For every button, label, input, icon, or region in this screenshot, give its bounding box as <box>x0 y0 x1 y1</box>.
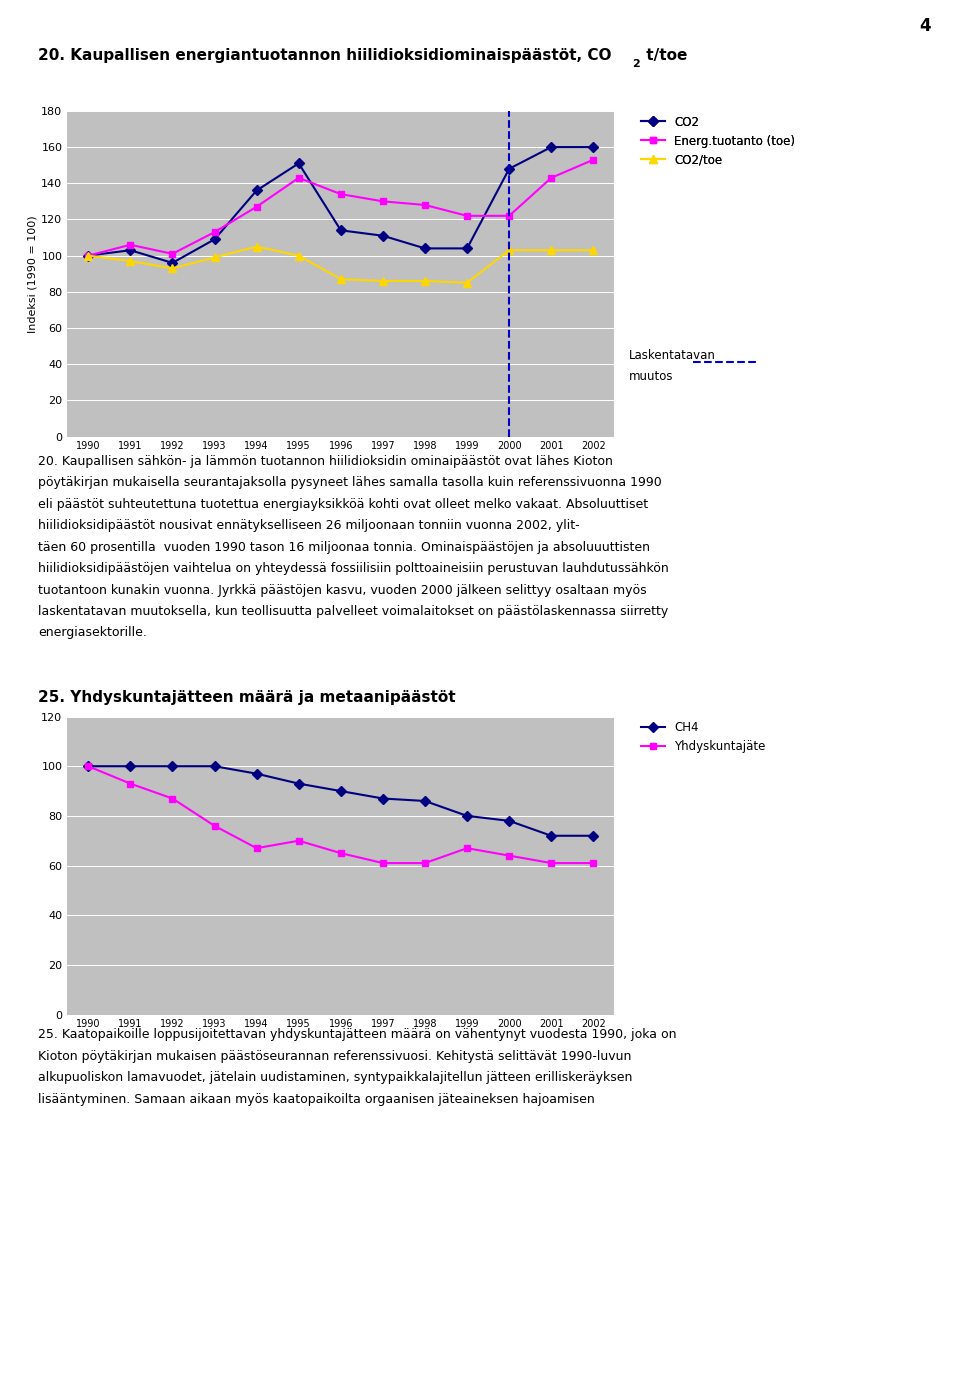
Text: Kioton pöytäkirjan mukaisen päästöseurannan referenssivuosi. Kehitystä selittävä: Kioton pöytäkirjan mukaisen päästöseuran… <box>38 1051 632 1063</box>
Text: laskentatavan muutoksella, kun teollisuutta palvelleet voimalaitokset on päästöl: laskentatavan muutoksella, kun teollisuu… <box>38 604 669 618</box>
Text: 4: 4 <box>920 17 931 35</box>
Text: 20. Kaupallisen sähkön- ja lämmön tuotannon hiilidioksidin ominaipäästöt ovat lä: 20. Kaupallisen sähkön- ja lämmön tuotan… <box>38 455 613 467</box>
Text: lisääntyminen. Samaan aikaan myös kaatopaikoilta orgaanisen jäteaineksen hajoami: lisääntyminen. Samaan aikaan myös kaatop… <box>38 1092 595 1106</box>
Text: Laskentatavan: Laskentatavan <box>629 349 715 362</box>
Text: energiasektorille.: energiasektorille. <box>38 626 147 639</box>
Text: täen 60 prosentilla  vuoden 1990 tason 16 miljoonaa tonnia. Ominaispäästöjen ja : täen 60 prosentilla vuoden 1990 tason 16… <box>38 541 651 553</box>
Text: muutos: muutos <box>629 370 673 383</box>
Text: hiilidioksidipäästöt nousivat ennätykselliseen 26 miljoonaan tonniin vuonna 2002: hiilidioksidipäästöt nousivat ennätyksel… <box>38 518 580 532</box>
Text: 25. Yhdyskuntajätteen määrä ja metaanipäästöt: 25. Yhdyskuntajätteen määrä ja metaanipä… <box>38 690 456 705</box>
Text: t/toe: t/toe <box>640 49 687 62</box>
Text: 20. Kaupallisen energiantuotannon hiilidioksidiominaispäästöt, CO: 20. Kaupallisen energiantuotannon hiilid… <box>38 49 612 62</box>
Legend: CO2, Energ.tuotanto (toe), CO2/toe: CO2, Energ.tuotanto (toe), CO2/toe <box>636 111 800 170</box>
Text: eli päästöt suhteutettuna tuotettua energiayksikköä kohti ovat olleet melko vaka: eli päästöt suhteutettuna tuotettua ener… <box>38 498 649 510</box>
Text: tuotantoon kunakin vuonna. Jyrkkä päästöjen kasvu, vuoden 2000 jälkeen selittyy : tuotantoon kunakin vuonna. Jyrkkä päästö… <box>38 584 647 596</box>
Text: 25. Kaatopaikoille loppusijoitettavan yhdyskuntajätteen määrä on vähentynyt vuod: 25. Kaatopaikoille loppusijoitettavan yh… <box>38 1028 677 1041</box>
Y-axis label: Indeksi (1990 = 100): Indeksi (1990 = 100) <box>27 215 37 333</box>
Text: alkupuoliskon lamavuodet, jätelain uudistaminen, syntypaikkalajitellun jätteen e: alkupuoliskon lamavuodet, jätelain uudis… <box>38 1071 633 1084</box>
Text: hiilidioksidipäästöjen vaihtelua on yhteydessä fossiilisiin polttoaineisiin peru: hiilidioksidipäästöjen vaihtelua on yhte… <box>38 563 669 575</box>
Text: 2: 2 <box>632 58 639 69</box>
Text: pöytäkirjan mukaisella seurantajaksolla pysyneet lähes samalla tasolla kuin refe: pöytäkirjan mukaisella seurantajaksolla … <box>38 475 662 489</box>
Legend: CH4, Yhdyskuntajäte: CH4, Yhdyskuntajäte <box>636 717 770 758</box>
